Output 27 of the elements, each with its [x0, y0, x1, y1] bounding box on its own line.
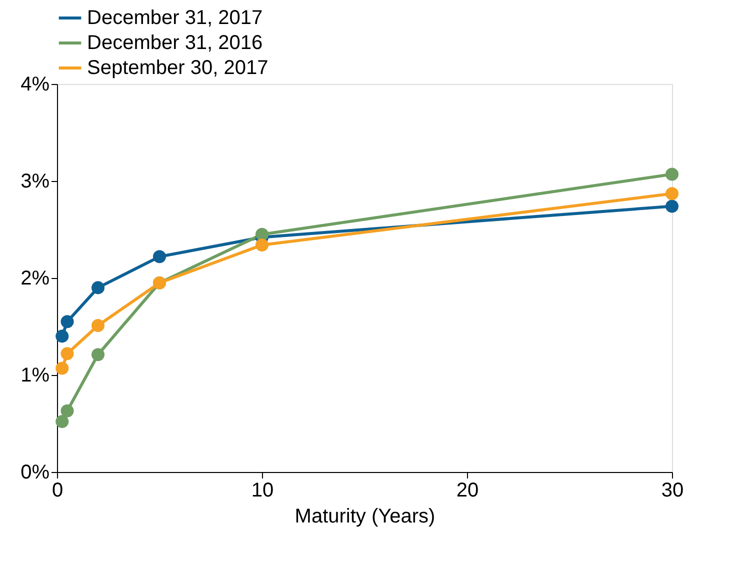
y-tick-label: 0% — [20, 462, 50, 484]
point — [56, 362, 69, 375]
x-axis-title: Maturity (Years) — [294, 506, 436, 528]
point — [91, 281, 105, 294]
point — [665, 168, 679, 181]
x-tick-label: 10 — [251, 480, 274, 502]
y-tick-label: 4% — [20, 74, 50, 96]
legend-label: December 31, 2016 — [87, 32, 263, 54]
point — [152, 250, 166, 264]
y-tick-label: 3% — [20, 170, 50, 192]
y-tick-label: 2% — [20, 268, 50, 290]
x-tick-label: 20 — [456, 480, 479, 502]
point — [56, 330, 69, 343]
point — [60, 347, 74, 360]
x-tick-label: 30 — [661, 480, 684, 502]
point — [665, 187, 679, 200]
point — [91, 348, 105, 362]
y-tick-label: 1% — [20, 364, 50, 386]
point — [56, 415, 69, 428]
point — [665, 200, 679, 213]
point — [255, 238, 269, 252]
point — [60, 404, 74, 418]
point — [60, 315, 74, 328]
legend-label: December 31, 2017 — [87, 7, 263, 29]
x-tick-label: 0 — [52, 480, 64, 502]
point — [91, 319, 105, 332]
legend-label: September 30, 2017 — [87, 57, 268, 79]
